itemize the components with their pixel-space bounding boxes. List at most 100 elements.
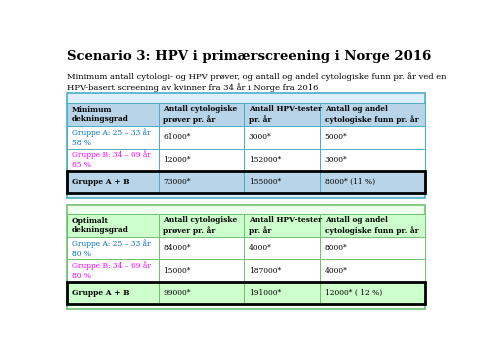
- Bar: [158, 237, 244, 260]
- Bar: [244, 260, 321, 282]
- Bar: [244, 103, 321, 126]
- Bar: [244, 126, 321, 149]
- Bar: [321, 237, 424, 260]
- Bar: [244, 149, 321, 171]
- Bar: [67, 237, 158, 260]
- Bar: [158, 214, 244, 237]
- Bar: [321, 282, 424, 304]
- Text: 4000*: 4000*: [249, 244, 272, 252]
- Bar: [321, 171, 424, 193]
- Bar: [244, 214, 321, 237]
- Bar: [67, 149, 158, 171]
- Text: 12000* ( 12 %): 12000* ( 12 %): [325, 289, 382, 297]
- Text: Gruppe A: 25 – 33 år
80 %: Gruppe A: 25 – 33 år 80 %: [72, 239, 151, 258]
- Text: Minimum
dekningsgrad: Minimum dekningsgrad: [72, 106, 129, 123]
- Bar: [244, 282, 321, 304]
- Text: Antall cytologiske
prøver pr. år: Antall cytologiske prøver pr. år: [163, 216, 237, 235]
- Bar: [67, 171, 424, 193]
- Text: 84000*: 84000*: [163, 244, 191, 252]
- Bar: [244, 214, 321, 237]
- Bar: [158, 260, 244, 282]
- Bar: [67, 103, 158, 126]
- Bar: [67, 214, 158, 237]
- Bar: [158, 260, 244, 282]
- Bar: [67, 205, 424, 309]
- Bar: [67, 171, 158, 193]
- Bar: [67, 126, 158, 149]
- Bar: [67, 282, 424, 304]
- Bar: [158, 171, 244, 193]
- Bar: [244, 126, 321, 149]
- Bar: [321, 149, 424, 171]
- Bar: [321, 260, 424, 282]
- Bar: [67, 103, 158, 126]
- Text: 61000*: 61000*: [163, 134, 191, 141]
- Text: 99000*: 99000*: [163, 289, 191, 297]
- Text: Antall HPV-tester
pr. år: Antall HPV-tester pr. år: [249, 216, 322, 235]
- Bar: [67, 260, 158, 282]
- Bar: [67, 282, 158, 304]
- Bar: [67, 126, 158, 149]
- Bar: [67, 237, 158, 260]
- Bar: [321, 260, 424, 282]
- Bar: [244, 282, 321, 304]
- Bar: [158, 126, 244, 149]
- Bar: [244, 237, 321, 260]
- Bar: [244, 103, 321, 126]
- Bar: [158, 282, 244, 304]
- Bar: [244, 149, 321, 171]
- Bar: [321, 126, 424, 149]
- Bar: [244, 237, 321, 260]
- Text: 8000* (11 %): 8000* (11 %): [325, 178, 375, 186]
- Text: 3000*: 3000*: [249, 134, 271, 141]
- Bar: [158, 149, 244, 171]
- Bar: [158, 214, 244, 237]
- Text: Gruppe B: 34 – 69 år
65 %: Gruppe B: 34 – 69 år 65 %: [72, 150, 151, 169]
- Bar: [67, 171, 158, 193]
- Bar: [67, 214, 158, 237]
- Text: 73000*: 73000*: [163, 178, 191, 186]
- Bar: [67, 282, 158, 304]
- Text: Optimalt
dekningsgrad: Optimalt dekningsgrad: [72, 217, 129, 234]
- Bar: [321, 103, 424, 126]
- Text: Minimum antall cytologi- og HPV prøver, og antall og andel cytologiske funn pr. : Minimum antall cytologi- og HPV prøver, …: [67, 72, 447, 93]
- Text: 15000*: 15000*: [163, 266, 191, 275]
- Text: Scenario 3: HPV i primærscreening i Norge 2016: Scenario 3: HPV i primærscreening i Norg…: [67, 50, 432, 63]
- Bar: [321, 214, 424, 237]
- Bar: [158, 237, 244, 260]
- Text: Antall og andel
cytologiske funn pr. år: Antall og andel cytologiske funn pr. år: [325, 216, 419, 235]
- Text: Gruppe A + B: Gruppe A + B: [72, 289, 130, 297]
- Text: 155000*: 155000*: [249, 178, 281, 186]
- Bar: [158, 126, 244, 149]
- Text: 3000*: 3000*: [325, 156, 348, 164]
- Bar: [67, 260, 158, 282]
- Text: Antall cytologiske
prøver pr. år: Antall cytologiske prøver pr. år: [163, 105, 237, 124]
- Text: 8000*: 8000*: [325, 244, 348, 252]
- Bar: [244, 171, 321, 193]
- Text: 187000*: 187000*: [249, 266, 281, 275]
- Text: Gruppe A + B: Gruppe A + B: [72, 178, 130, 186]
- Bar: [244, 260, 321, 282]
- Text: 12000*: 12000*: [163, 156, 191, 164]
- Bar: [67, 149, 158, 171]
- Bar: [158, 103, 244, 126]
- Text: 191000*: 191000*: [249, 289, 281, 297]
- Bar: [321, 103, 424, 126]
- Text: Antall og andel
cytologiske funn pr. år: Antall og andel cytologiske funn pr. år: [325, 105, 419, 124]
- Bar: [321, 126, 424, 149]
- Bar: [158, 171, 244, 193]
- Text: 5000*: 5000*: [325, 134, 348, 141]
- Bar: [158, 149, 244, 171]
- Bar: [321, 214, 424, 237]
- Text: Antall HPV-tester
pr. år: Antall HPV-tester pr. år: [249, 105, 322, 124]
- Bar: [321, 149, 424, 171]
- Bar: [67, 93, 424, 198]
- Bar: [244, 171, 321, 193]
- Text: Gruppe A: 25 – 33 år
58 %: Gruppe A: 25 – 33 år 58 %: [72, 128, 151, 147]
- Text: Gruppe B: 34 – 69 år
80 %: Gruppe B: 34 – 69 år 80 %: [72, 261, 151, 280]
- Bar: [321, 171, 424, 193]
- Text: 4000*: 4000*: [325, 266, 348, 275]
- Bar: [321, 237, 424, 260]
- Bar: [158, 103, 244, 126]
- Bar: [321, 282, 424, 304]
